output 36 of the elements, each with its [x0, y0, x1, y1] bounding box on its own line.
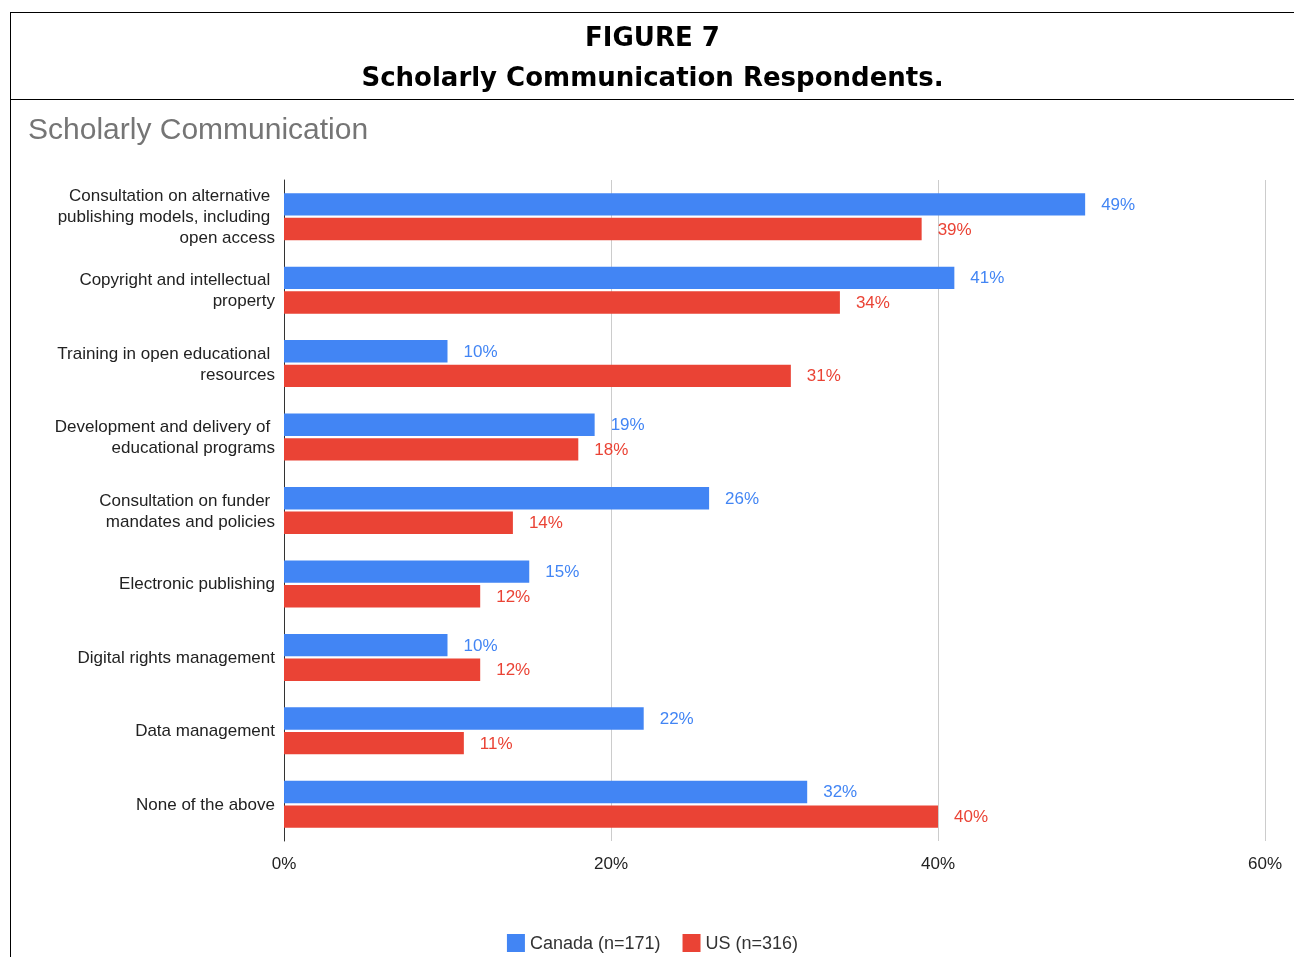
data-label: 11% — [479, 733, 513, 753]
x-tick-label: 60% — [1247, 854, 1283, 873]
y-tick-label: Digital rights management — [77, 647, 276, 667]
y-tick-label: Consultation on alternative publishing models, including open access — [57, 186, 275, 248]
y-tick-label: Data management — [135, 721, 276, 741]
data-label: 10% — [463, 341, 498, 361]
y-tick-label: Copyright and intellectual property — [79, 270, 276, 311]
data-label: 14% — [528, 513, 563, 533]
y-tick-label: None of the above — [136, 794, 275, 814]
data-label: 10% — [463, 635, 498, 655]
data-label: 32% — [823, 782, 858, 802]
data-label: 12% — [496, 660, 531, 680]
data-label: 18% — [594, 439, 629, 459]
data-label: 40% — [954, 807, 989, 827]
data-label: 15% — [545, 562, 580, 582]
text: Scholarly Communication — [28, 112, 369, 146]
x-tick-label: 20% — [593, 854, 629, 873]
legend-label: US (n=316) — [705, 933, 799, 953]
chart-subtitle: Scholarly Communication Respondents. — [360, 61, 945, 94]
chart-title: FIGURE 7 — [584, 21, 721, 54]
data-label: 19% — [610, 415, 645, 435]
legend-label: Canada (n=171) — [529, 933, 661, 953]
y-tick-label: Consultation on funder mandates and policies — [99, 490, 275, 531]
data-label: 22% — [659, 709, 694, 729]
x-tick-label: 0% — [271, 854, 297, 873]
y-tick-label: Electronic publishing — [119, 574, 275, 594]
data-label: 31% — [806, 366, 841, 386]
data-label: 41% — [970, 268, 1005, 288]
data-label: 12% — [496, 586, 531, 606]
data-label: 49% — [1101, 194, 1136, 214]
y-tick-label: Development and delivery of educational programs — [54, 417, 275, 458]
y-tick-label: Training in open educational resources — [57, 343, 275, 384]
x-tick-label: 40% — [920, 854, 956, 873]
data-label: 34% — [855, 292, 890, 312]
data-label: 26% — [725, 488, 760, 508]
data-label: 39% — [937, 219, 972, 239]
